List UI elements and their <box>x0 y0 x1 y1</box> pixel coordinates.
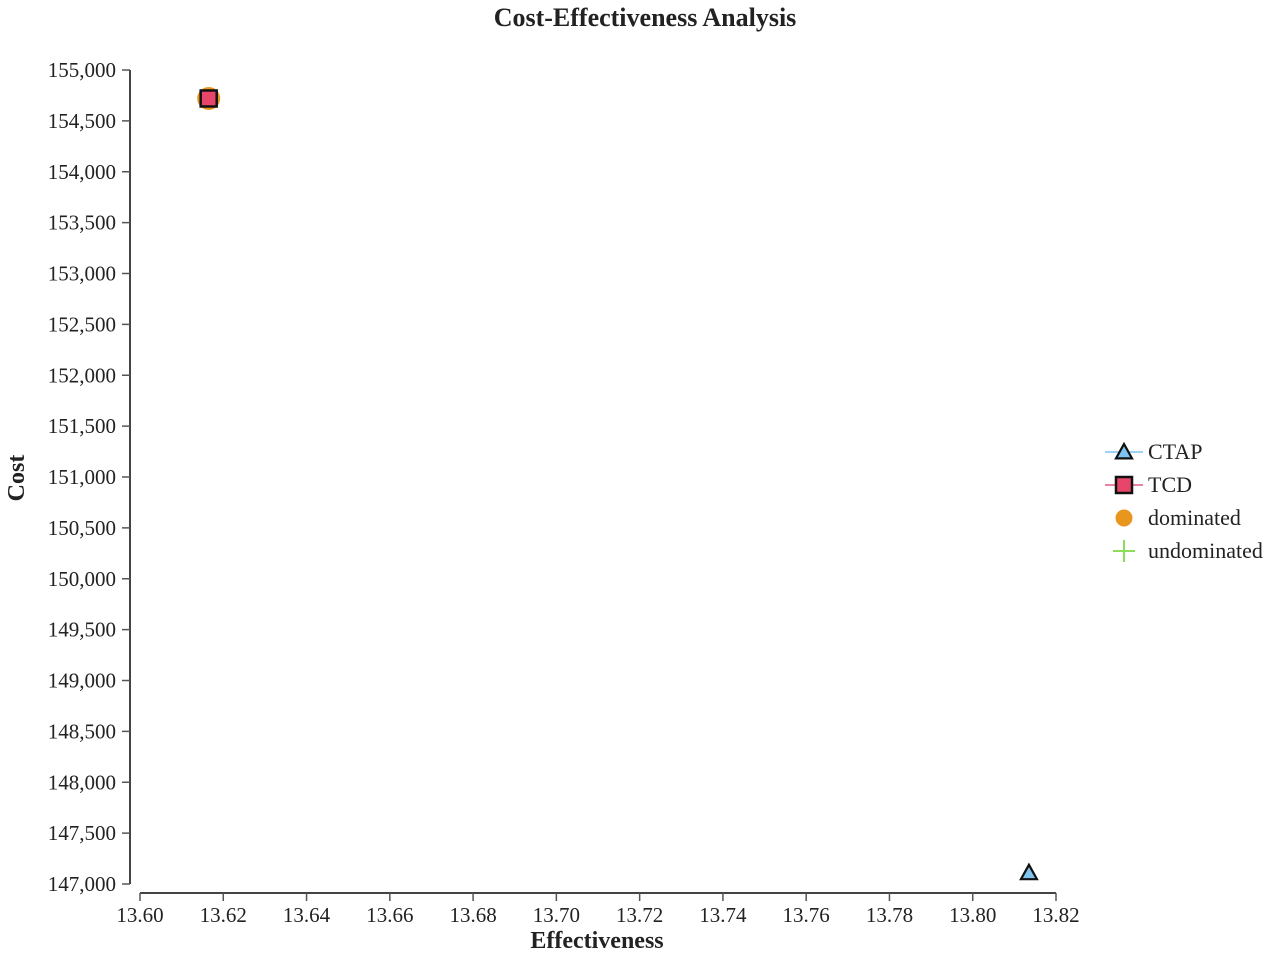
plot-marks <box>197 86 1039 881</box>
legend-marker-dominated <box>1115 509 1133 527</box>
y-tick-label: 152,500 <box>48 312 116 336</box>
legend-marker-undominated <box>1113 540 1135 562</box>
y-axis: 147,000 147,500 148,000 148,500 149,000 149,5… <box>48 58 131 896</box>
x-tick-label: 13.78 <box>866 903 913 927</box>
x-tick-label: 13.82 <box>1032 903 1079 927</box>
x-axis: 13.60 13.62 13.64 13.66 13.68 13.70 13.72 13.74… <box>116 892 1080 927</box>
y-tick-label: 151,000 <box>48 465 116 489</box>
y-tick-label: 149,500 <box>48 618 116 642</box>
x-tick-label: 13.64 <box>283 903 331 927</box>
x-tick-label: 13.70 <box>533 903 580 927</box>
x-tick-label: 13.62 <box>200 903 247 927</box>
y-tick-label: 152,000 <box>48 363 116 387</box>
legend-label-ctap: CTAP <box>1148 439 1202 464</box>
y-tick-label: 155,000 <box>48 58 116 82</box>
legend-label-tcd: TCD <box>1148 472 1192 497</box>
point-ctap <box>1019 862 1039 881</box>
y-tick-label: 148,500 <box>48 719 116 743</box>
y-tick-label: 148,000 <box>48 770 116 794</box>
y-tick-label: 147,500 <box>48 821 116 845</box>
legend: CTAP TCD dominated undominated <box>1105 439 1263 563</box>
x-tick-label: 13.76 <box>783 903 830 927</box>
y-tick-label: 147,000 <box>48 872 116 896</box>
y-tick-label: 149,000 <box>48 669 116 693</box>
y-tick-label: 151,500 <box>48 414 116 438</box>
x-tick-label: 13.74 <box>699 903 747 927</box>
y-tick-label: 154,000 <box>48 160 116 184</box>
x-tick-label: 13.60 <box>116 903 163 927</box>
legend-marker-ctap <box>1114 441 1134 460</box>
y-tick-label: 154,500 <box>48 109 116 133</box>
chart-title: Cost-Effectiveness Analysis <box>494 3 797 32</box>
y-tick-label: 150,000 <box>48 567 116 591</box>
legend-label-undominated: undominated <box>1148 538 1263 563</box>
x-tick-label: 13.68 <box>449 903 496 927</box>
legend-marker-tcd <box>1114 475 1134 495</box>
y-tick-label: 150,500 <box>48 516 116 540</box>
x-tick-label: 13.80 <box>949 903 996 927</box>
x-axis-label: Effectiveness <box>530 928 663 954</box>
point-tcd <box>199 89 218 108</box>
y-tick-label: 153,500 <box>48 211 116 235</box>
y-tick-label: 153,000 <box>48 262 116 286</box>
x-tick-label: 13.66 <box>366 903 413 927</box>
y-axis-label: Cost <box>4 455 30 502</box>
legend-label-dominated: dominated <box>1148 505 1241 530</box>
x-tick-label: 13.72 <box>616 903 663 927</box>
